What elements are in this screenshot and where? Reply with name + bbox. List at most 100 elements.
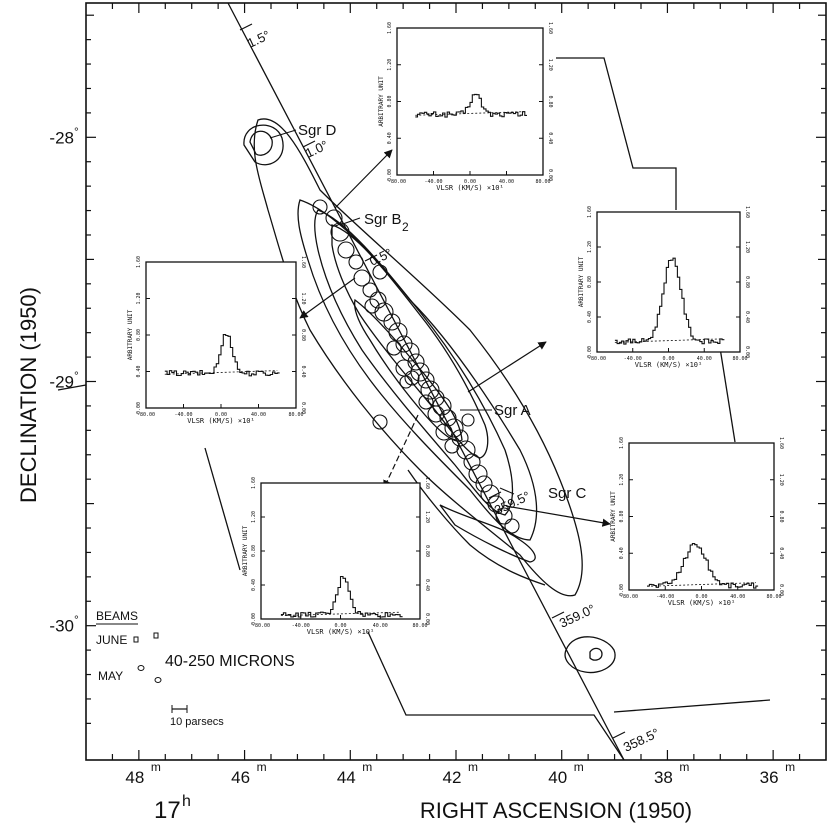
inset-y-tick-label-right: 1.60 <box>300 256 306 268</box>
inset-y-tick-label-right: 1.60 <box>778 437 784 449</box>
beam-circle <box>435 423 453 441</box>
inset-y-tick-label-right: 0.40 <box>424 579 430 591</box>
x-tick-label-46: 46 m <box>231 760 266 787</box>
inset-y-tick-label: 1.20 <box>619 474 625 486</box>
beam-circle <box>325 209 343 227</box>
inset-y-tick-label: 1.60 <box>387 22 393 34</box>
x-tick-value: 44 <box>337 768 356 787</box>
beam-circle <box>399 375 413 389</box>
label-sgr-b: Sgr B <box>364 211 402 228</box>
inset-y-tick-label-right: 0.00 <box>547 169 553 181</box>
inset-x-tick-label: -40.00 <box>292 623 310 629</box>
inset-spectrum-east-region: -80.00 -40.00 0.00 40.00 80.000.00 0.000.40 0.… <box>578 206 750 369</box>
inset-x-tick-label: -80.00 <box>620 594 638 600</box>
contour-south-blob <box>564 636 616 674</box>
inset-y-tick-label-right: 0.00 <box>424 613 430 625</box>
inset-x-tick-label: 40.00 <box>697 356 712 362</box>
x-tick-label-48: 48 m <box>125 760 160 787</box>
inset-y-axis-label: ARBITRARY UNIT <box>242 525 249 576</box>
source-labels: Sgr D Sgr B 2 Sgr A Sgr C <box>298 122 587 502</box>
inset-x-tick-label: -80.00 <box>388 179 406 185</box>
inset-y-tick-label-right: 0.40 <box>778 547 784 559</box>
boundary-southwest <box>204 447 241 571</box>
contour-lower-tail <box>407 469 546 586</box>
spectrum-line <box>647 543 759 589</box>
inset-y-tick-label: 0.80 <box>251 545 257 557</box>
arrow-to-b2-spectrum <box>299 277 356 319</box>
x-tick-label-36: 36 m <box>760 760 795 787</box>
spectrum-line <box>614 257 725 345</box>
inset-x-tick-label: -40.00 <box>424 179 442 185</box>
inset-y-tick-label: 1.60 <box>587 206 593 218</box>
x-axis-hour-value: 17 <box>154 797 181 824</box>
inset-y-tick-label: 0.80 <box>619 510 625 522</box>
inset-y-tick-label-right: 0.80 <box>778 510 784 522</box>
beam-circle <box>480 484 500 504</box>
inset-spectrum-sgr-b2-region: -80.00 -40.00 0.00 40.00 80.000.00 0.000.40 0.… <box>127 256 306 425</box>
inset-x-tick-label: 0.00 <box>464 179 476 185</box>
inset-x-axis-label: VLSR (KM/S) ×10¹ <box>668 599 735 607</box>
y-tick-labels: -28 °-29 °-30 ° <box>49 124 79 635</box>
beam-circle <box>364 298 380 314</box>
beam-circle <box>404 370 420 386</box>
inset-y-tick-label-right: 0.40 <box>300 365 306 377</box>
inset-y-axis-label: ARBITRARY UNIT <box>578 256 585 307</box>
inset-x-tick-label: -40.00 <box>656 594 674 600</box>
beam-circle <box>372 264 388 280</box>
beam-circle <box>444 438 460 454</box>
x-tick-value: 42 <box>443 768 462 787</box>
x-tick-unit: m <box>257 760 267 774</box>
inset-y-tick-label: 0.40 <box>387 132 393 144</box>
y-tick-value: -29 <box>49 373 74 392</box>
arrow-to-sgrc-spectrum <box>505 505 611 527</box>
beams-may: MAY <box>98 669 123 683</box>
inset-x-axis-label: VLSR (KM/S) ×10¹ <box>187 417 254 425</box>
label-sgr-c: Sgr C <box>548 485 587 502</box>
x-tick-value: 36 <box>760 768 779 787</box>
contour-sgrd-outer <box>243 124 284 166</box>
spectrum-arrows <box>299 149 611 527</box>
x-tick-labels: 48 m 46 m 44 m 42 m 40 m 38 m 36 m <box>125 760 795 787</box>
beam-circle <box>330 222 350 242</box>
x-tick-unit: m <box>151 760 161 774</box>
inset-y-axis-label: ARBITRARY UNIT <box>127 309 134 360</box>
y-tick-unit: ° <box>74 124 79 138</box>
boundary-west <box>57 384 87 391</box>
inset-y-tick-label-right: 1.60 <box>744 206 750 218</box>
inset-y-tick-label: 0.40 <box>251 579 257 591</box>
inset-y-tick-label: 0.00 <box>136 402 142 414</box>
inset-x-tick-label: 0.00 <box>662 356 674 362</box>
contour-3 <box>313 209 514 516</box>
inset-y-tick-label: 1.60 <box>251 477 257 489</box>
inset-y-tick-label-right: 0.40 <box>547 132 553 144</box>
label-sgr-b-subscript: 2 <box>402 220 409 234</box>
y-tick-unit: ° <box>74 369 79 383</box>
contour-sgrc-tail <box>439 504 536 563</box>
arrow-to-d-spectrum <box>334 149 393 209</box>
beam-circles <box>312 199 520 534</box>
inset-x-axis-label: VLSR (KM/S) ×10¹ <box>635 361 702 369</box>
inset-y-tick-label-right: 1.20 <box>744 241 750 253</box>
y-tick-value: -28 <box>49 128 74 147</box>
inset-y-tick-label-right: 0.80 <box>424 545 430 557</box>
inset-x-tick-label: -80.00 <box>588 356 606 362</box>
beam-circle <box>407 353 425 371</box>
inset-y-axis-label: ARBITRARY UNIT <box>610 491 617 542</box>
scale-bar-label: 10 parsecs <box>170 716 224 728</box>
inset-x-tick-label: 80.00 <box>732 356 747 362</box>
x-tick-unit: m <box>574 760 584 774</box>
inset-y-tick-label: 1.20 <box>587 241 593 253</box>
x-tick-value: 46 <box>231 768 250 787</box>
beam-circle <box>388 322 408 342</box>
inset-x-tick-label: 0.00 <box>215 412 227 418</box>
y-tick-label--29: -29 ° <box>49 369 79 392</box>
beam-circle <box>372 414 388 430</box>
beam-circle <box>475 475 493 493</box>
y-tick-value: -30 <box>49 617 74 636</box>
beam-circle <box>369 291 387 309</box>
arrow-to-east-spectrum <box>467 341 547 393</box>
y-tick-label--30: -30 ° <box>49 613 79 636</box>
beam-circle <box>383 313 401 331</box>
inset-x-tick-label: -40.00 <box>174 412 192 418</box>
